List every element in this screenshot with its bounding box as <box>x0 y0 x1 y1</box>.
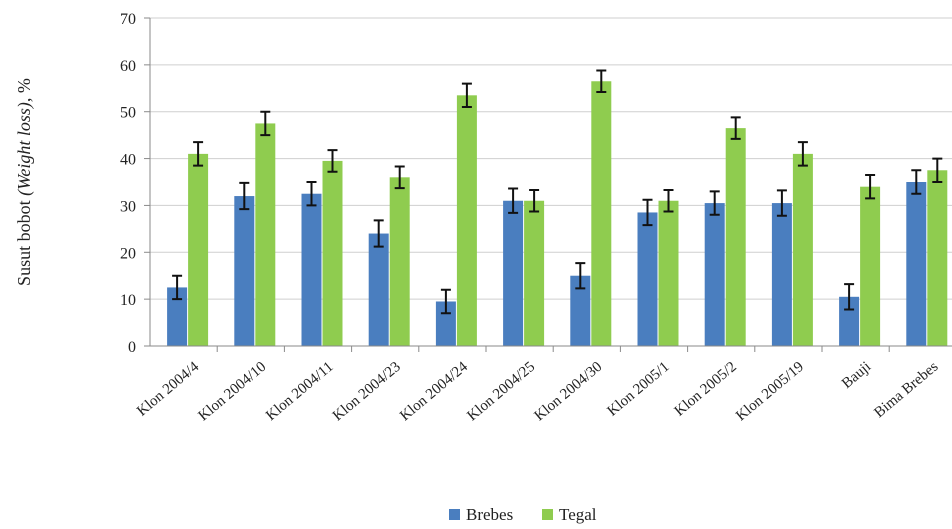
error-bar <box>239 181 250 211</box>
bar-tegal <box>389 177 410 346</box>
y-tick-label: 40 <box>120 152 136 169</box>
error-bar <box>596 69 607 94</box>
x-tick-label: Klon 2005/19 <box>733 359 807 425</box>
x-tick-label: Klon 2004/25 <box>464 359 538 425</box>
error-bar <box>844 283 855 311</box>
x-tick-label: Klon 2004/24 <box>397 358 471 424</box>
error-bar <box>193 141 204 167</box>
bar-tegal <box>255 123 276 346</box>
bars <box>167 81 948 346</box>
error-bar <box>508 187 519 214</box>
y-axis-label-unit: , % <box>14 78 34 102</box>
error-bar <box>461 82 472 109</box>
error-bar <box>327 149 338 173</box>
x-tick-label: Klon 2004/4 <box>134 358 202 419</box>
bar-tegal <box>658 200 679 346</box>
y-tick-label: 70 <box>120 11 136 28</box>
y-axis-ticks: 0 10 20 30 40 50 60 70 <box>120 11 151 356</box>
x-tick-label: Klon 2005/2 <box>672 359 740 420</box>
x-tick-label: Bauji <box>839 359 874 392</box>
x-tick-label: Klon 2004/23 <box>330 359 404 425</box>
bar-brebes <box>503 200 524 346</box>
error-bar <box>865 173 876 200</box>
bar-tegal <box>456 95 477 346</box>
y-tick-label: 10 <box>120 292 136 309</box>
bar-tegal <box>860 186 881 346</box>
bar-brebes <box>704 203 725 346</box>
y-tick-label: 0 <box>128 339 136 356</box>
legend-swatch-brebes <box>449 509 460 520</box>
bar-brebes <box>570 275 591 346</box>
bar-tegal <box>927 170 948 346</box>
bar-brebes <box>368 233 389 346</box>
bar-tegal <box>725 128 746 346</box>
x-tick-label: Klon 2004/30 <box>532 359 606 425</box>
error-bar <box>440 288 451 315</box>
bar-tegal <box>792 153 813 346</box>
legend-label-tegal: Tegal <box>559 505 597 524</box>
y-tick-label: 60 <box>120 58 136 75</box>
error-bar <box>932 157 943 183</box>
y-axis-label-italic: (Weight loss) <box>14 102 35 196</box>
error-bars <box>172 69 943 315</box>
bar-brebes <box>637 212 658 346</box>
bar-tegal <box>322 160 343 346</box>
bar-brebes <box>906 182 927 346</box>
legend: Brebes Tegal <box>449 505 597 524</box>
bar-brebes <box>234 196 255 346</box>
x-tick-label: Bima Brebes <box>871 359 941 421</box>
x-tick-label: Klon 2005/1 <box>605 359 673 420</box>
error-bar <box>394 165 405 190</box>
legend-label-brebes: Brebes <box>466 505 513 524</box>
x-tick-label: Klon 2004/11 <box>263 359 336 424</box>
error-bar <box>172 274 183 301</box>
grid <box>150 17 952 300</box>
bar-brebes <box>301 193 322 346</box>
error-bar <box>260 110 271 137</box>
error-bar <box>797 141 808 167</box>
error-bar <box>663 188 674 213</box>
y-axis-label-text: Susut bobot <box>14 196 34 286</box>
error-bar <box>709 190 720 216</box>
legend-swatch-tegal <box>542 509 553 520</box>
bar-brebes <box>167 287 188 346</box>
bar-brebes <box>771 203 792 346</box>
error-bar <box>529 188 540 213</box>
bar-tegal <box>188 153 209 346</box>
error-bar <box>306 181 317 207</box>
y-tick-label: 50 <box>120 105 136 122</box>
y-tick-label: 30 <box>120 198 136 215</box>
y-axis-label: Susut bobot (Weight loss), % <box>14 78 35 286</box>
error-bar <box>776 189 787 217</box>
y-tick-label: 20 <box>120 245 136 262</box>
x-tick-label: Klon 2004/10 <box>196 359 270 425</box>
error-bar <box>575 262 586 290</box>
bar-tegal <box>524 200 545 346</box>
error-bar <box>642 198 653 227</box>
bar-tegal <box>591 81 612 346</box>
error-bar <box>373 219 384 248</box>
error-bar <box>730 116 741 140</box>
error-bar <box>911 169 922 195</box>
